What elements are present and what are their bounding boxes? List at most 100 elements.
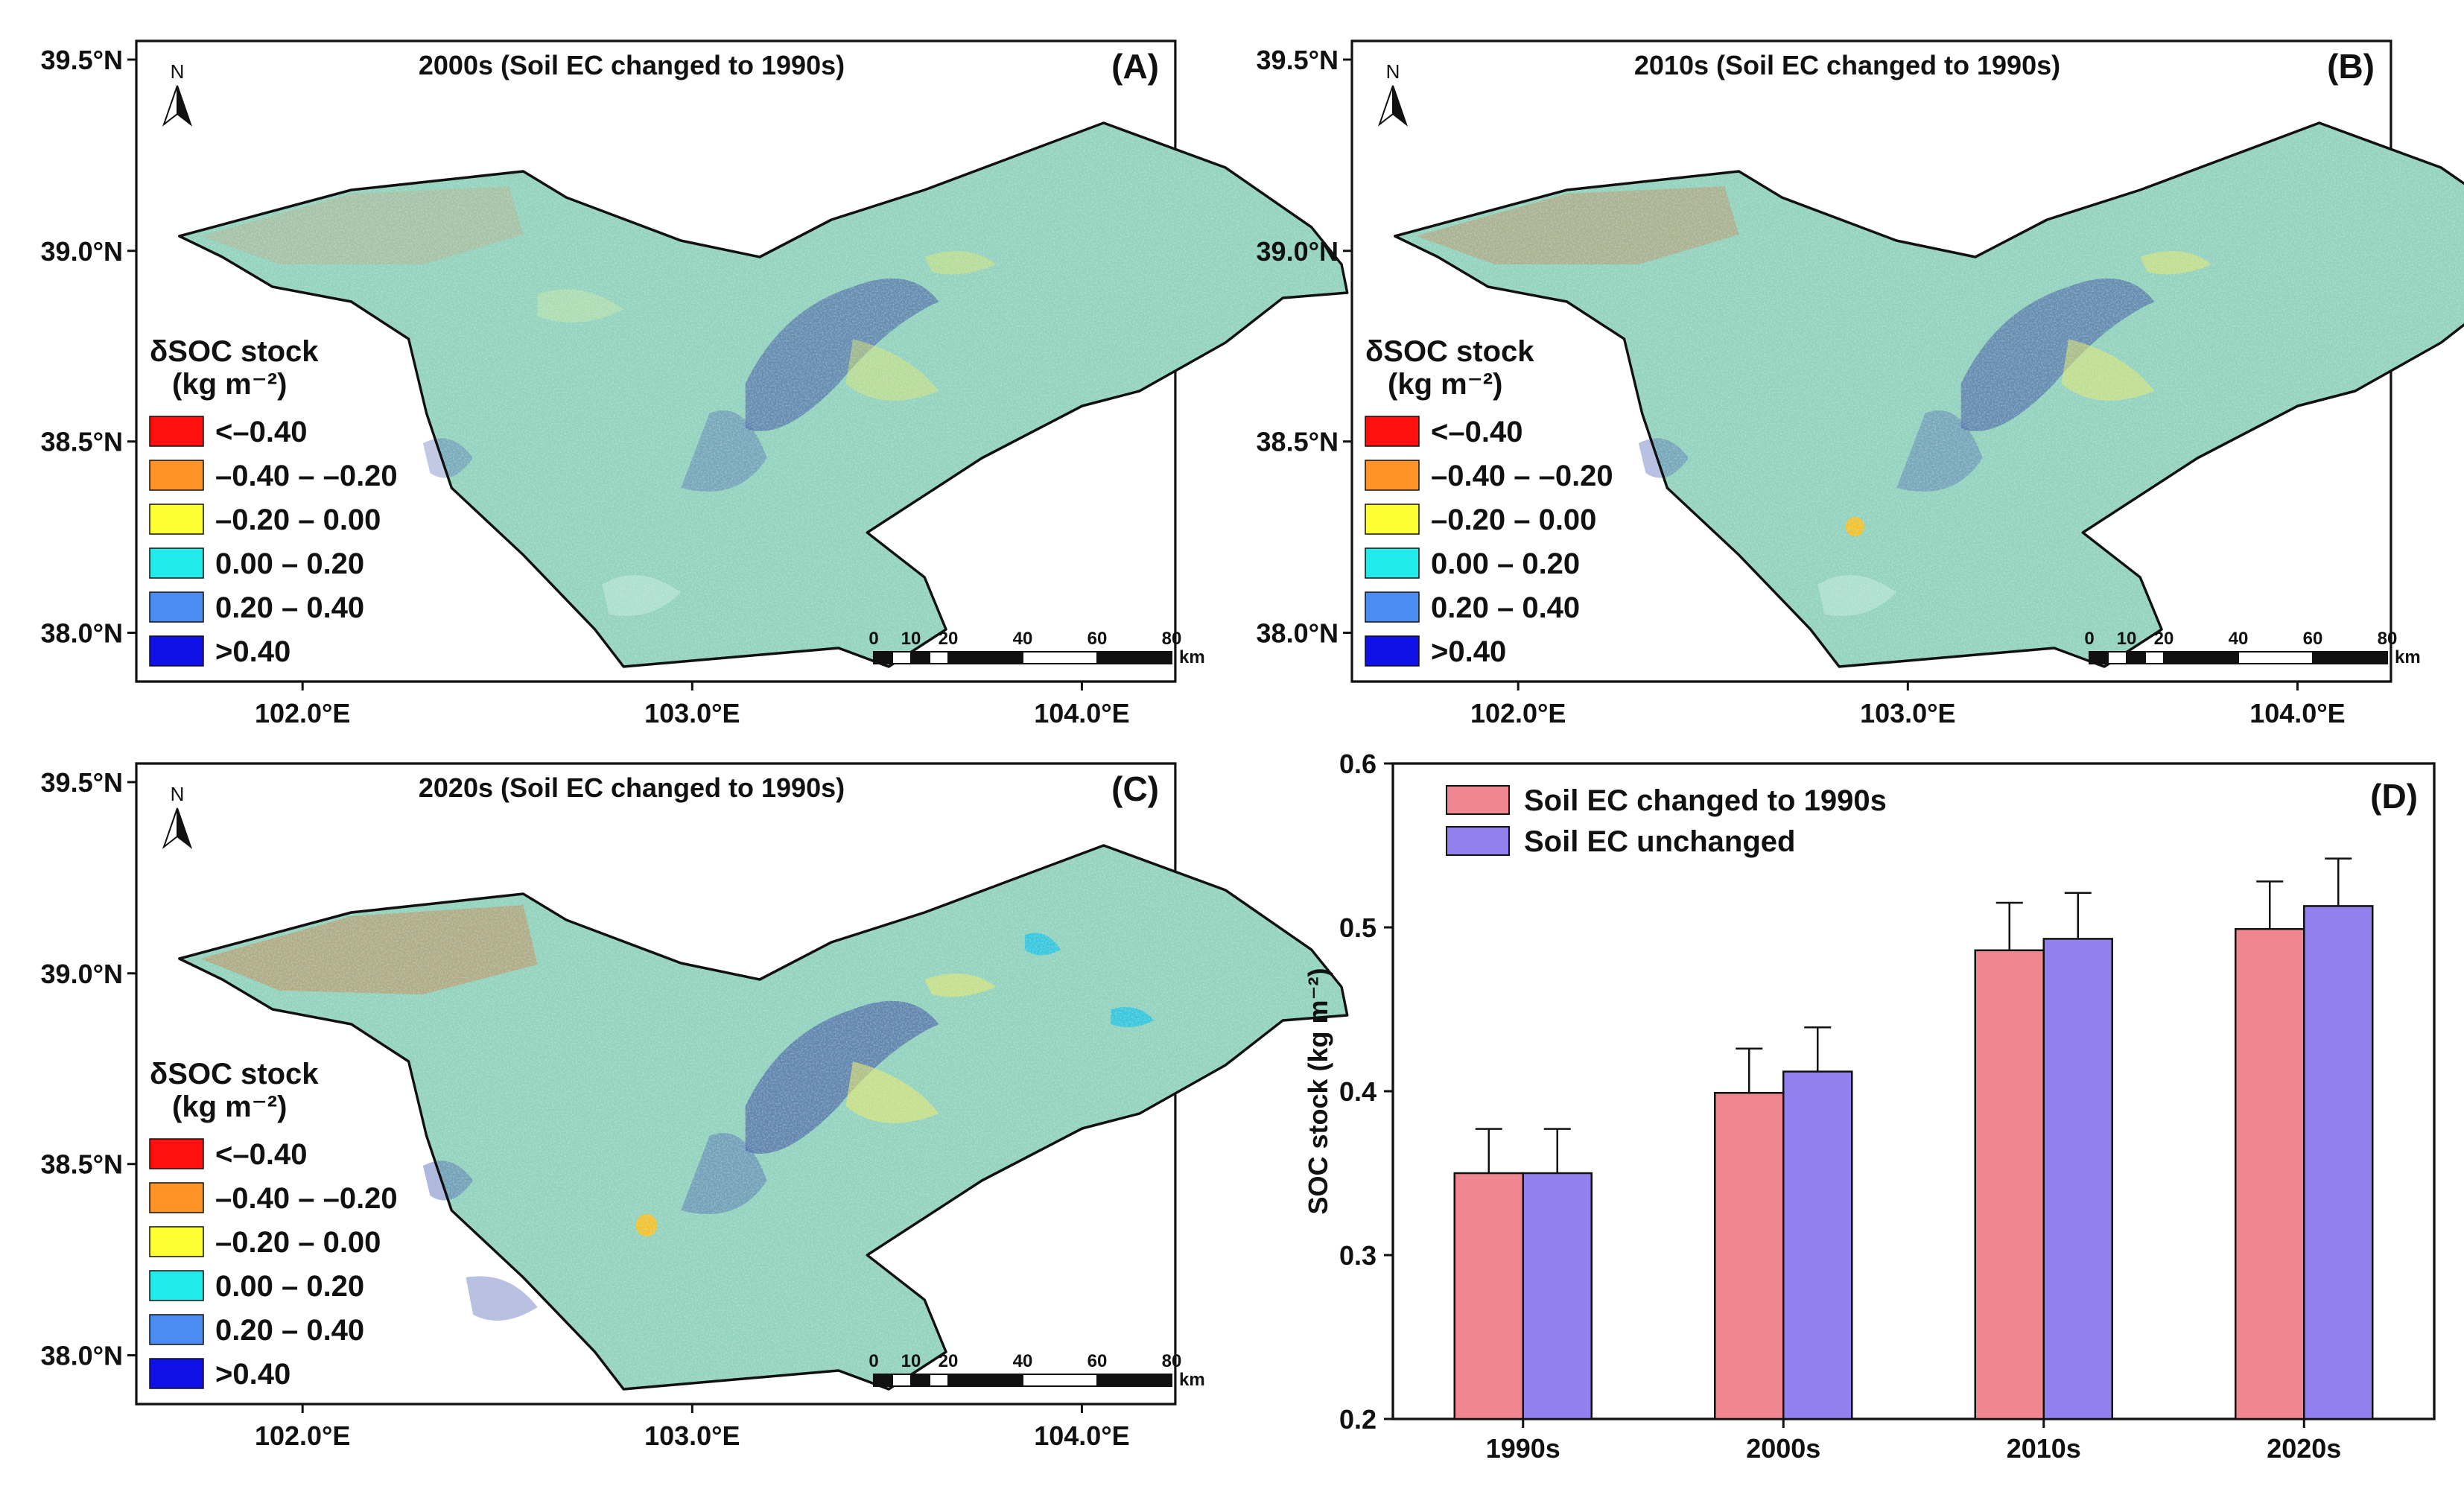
legend-swatch [1446,785,1510,815]
panel-title: 2000s (Soil EC changed to 1990s) [419,50,845,80]
scale-label: 10 [2117,629,2137,649]
legend-unit: (kg m⁻²) [172,1090,287,1123]
panel-label: (D) [2370,777,2418,816]
scale-label: 40 [1013,629,1033,649]
north-label: N [1386,60,1400,83]
scale-label: 10 [901,1351,921,1371]
scale-segment [947,1374,1023,1387]
scale-unit: km [1179,647,1205,667]
scale-segment [892,651,912,664]
legend-swatch [149,1138,204,1169]
map-panel-b [1350,39,2464,683]
scale-unit: km [2395,647,2421,667]
legend-item-label: Soil EC unchanged [1524,825,1795,858]
legend-item-label: Soil EC changed to 1990s [1524,784,1887,817]
legend: δSOC stock(kg m⁻²) <–0.40 –0.40 – –0.20 –0.… [149,1058,398,1391]
panel-label: (C) [1111,769,1159,808]
scale-label: 20 [939,1351,959,1371]
legend-item-label: <–0.40 [1431,416,1522,448]
legend-swatch [1365,504,1420,535]
north-arrow-right [177,85,193,127]
legend-item-label: >0.40 [215,635,290,668]
y-tick-label: 0.5 [1339,912,1377,943]
legend-swatch [149,591,204,623]
panel-label: (B) [2327,47,2375,86]
north-arrow-icon: N [1377,60,1409,127]
panel-label: (A) [1111,47,1159,86]
scale-segment [2126,651,2146,664]
map-panel-overlay: 2020s (Soil EC changed to 1990s) (C) N 39.5… [41,767,1205,1451]
lat-label: 39.0°N [1257,236,1339,267]
chart-legend: Soil EC changed to 1990s Soil EC unchange… [1446,784,1887,858]
legend-title: δSOC stock [150,335,319,368]
y-axis-label: SOC stock (kg m⁻²) [1303,968,1333,1214]
scale-unit: km [1179,1370,1205,1390]
scale-segment [1022,651,1098,664]
lon-label: 102.0°E [255,698,351,728]
legend-item-label: 0.20 – 0.40 [1431,591,1580,624]
north-arrow-right [177,807,193,849]
legend-swatch [149,1358,204,1389]
scale-segment [929,651,949,664]
legend-swatch [1365,591,1420,623]
legend-item-label: –0.20 – 0.00 [215,1226,381,1259]
legend-item-label: –0.20 – 0.00 [215,504,381,536]
legend-item-label: 0.00 – 0.20 [215,1270,364,1303]
legend: δSOC stock(kg m⁻²) <–0.40 –0.40 – –0.20 –0.… [1365,335,1613,668]
legend-item-label: >0.40 [1431,635,1506,668]
x-tick-label: 2010s [2007,1433,2081,1464]
north-arrow-right [1392,85,1409,127]
lon-label: 103.0°E [644,1420,740,1451]
bar [1714,1091,1785,1420]
scale-label: 0 [2084,629,2094,649]
scale-segment [910,1374,930,1387]
legend-item-label: <–0.40 [215,416,307,448]
legend-swatch [149,1314,204,1345]
legend-item-label: –0.40 – –0.20 [215,1182,398,1215]
scale-segment [2312,651,2388,664]
legend: δSOC stock(kg m⁻²) <–0.40 –0.40 – –0.20 –0.… [149,335,398,668]
bar [1974,949,2045,1420]
bar [2042,938,2113,1420]
legend-item-label: 0.00 – 0.20 [1431,547,1580,580]
lon-label: 102.0°E [1470,698,1566,728]
bar-chart-panel: 0.2 0.3 0.4 0.5 0.6 SOC stock (kg m⁻²) 1990s 20… [1303,749,2436,1464]
map-panel-overlay: 2000s (Soil EC changed to 1990s) (A) N 39.5… [41,45,1205,728]
lat-label: 38.0°N [1257,618,1339,649]
x-tick-label: 2020s [2267,1433,2341,1464]
scale-segment [873,1374,893,1387]
scale-segment [947,651,1023,664]
legend-title: δSOC stock [1365,335,1534,368]
bar [2235,927,2305,1420]
lat-label: 38.0°N [41,618,123,649]
legend-swatch [149,635,204,667]
lat-label: 39.0°N [41,959,123,989]
map-panel-a [135,39,1349,683]
lon-label: 104.0°E [2249,698,2346,728]
bar [1782,1070,1853,1420]
lon-label: 103.0°E [644,698,740,728]
x-tick-label: 1990s [1486,1433,1560,1464]
region-map [177,844,1349,1391]
lon-label: 104.0°E [1034,698,1130,728]
panel-title: 2020s (Soil EC changed to 1990s) [419,772,845,803]
lat-label: 39.5°N [1257,45,1339,75]
scale-label: 80 [2378,629,2398,649]
map-panel-c [135,762,1349,1406]
legend-item-label: <–0.40 [215,1138,307,1171]
legend-unit: (kg m⁻²) [172,368,287,401]
scale-segment [1096,651,1172,664]
scale-segment [2238,651,2314,664]
y-tick-label: 0.2 [1339,1404,1377,1435]
lat-label: 39.5°N [41,767,123,798]
y-tick-label: 0.3 [1339,1240,1377,1271]
region-map [1393,121,2464,668]
scale-label: 20 [939,629,959,649]
legend-swatch [1365,635,1420,667]
lat-label: 39.5°N [41,45,123,75]
scale-segment [910,651,930,664]
